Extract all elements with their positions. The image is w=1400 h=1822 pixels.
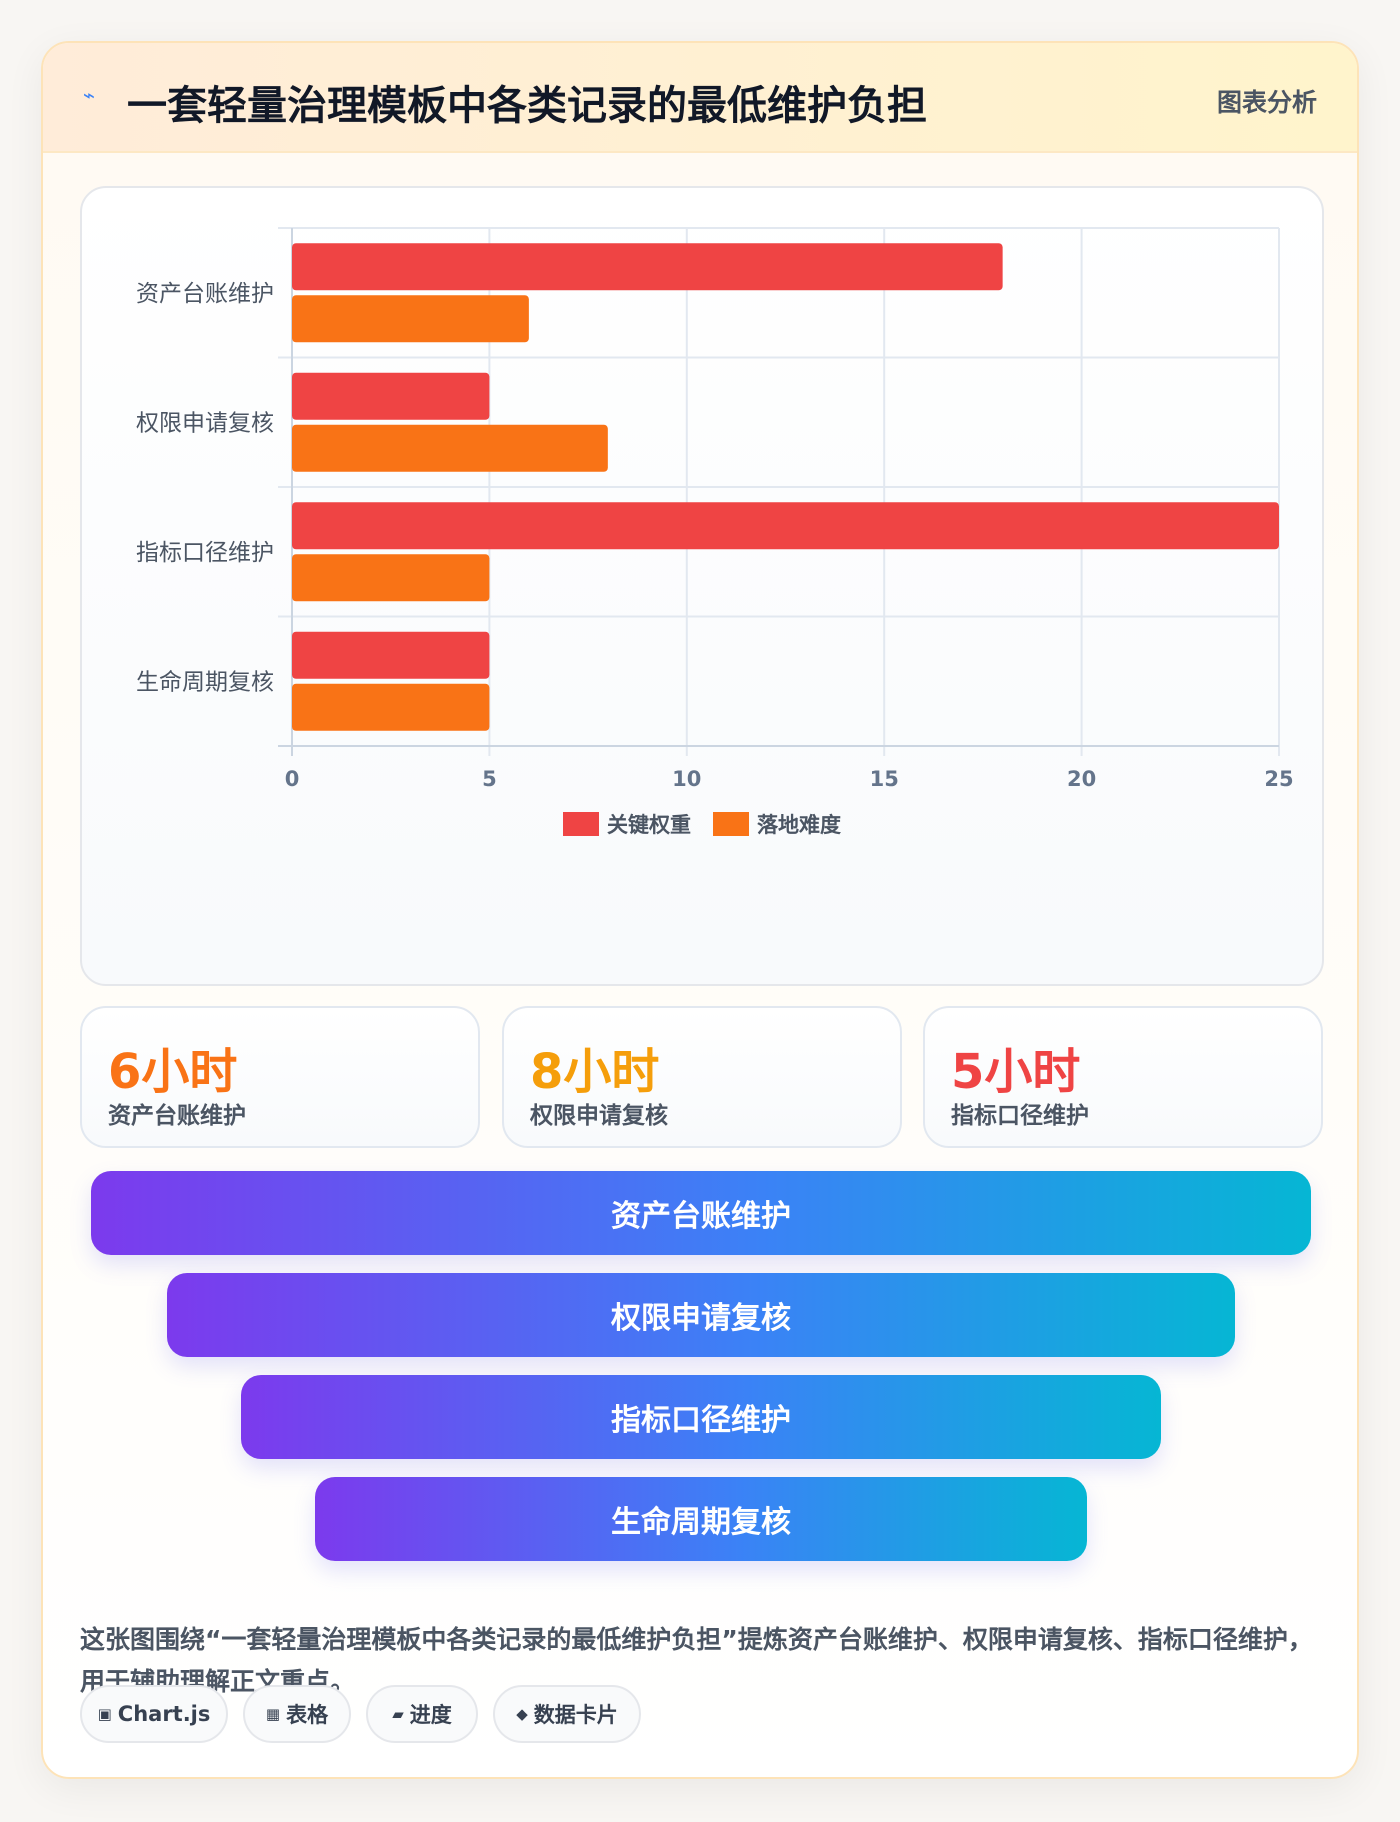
chart-description: 这张图围绕“一套轻量治理模板中各类记录的最低维护负担”提炼资产台账维护、权限申请…	[80, 1625, 1313, 1696]
table-icon: ▦	[265, 1705, 281, 1723]
stat-label: 资产台账维护	[108, 1103, 246, 1129]
bar-2-1	[292, 554, 490, 602]
chip-label: 表格	[286, 1703, 329, 1727]
legend-swatch	[563, 812, 599, 836]
x-tick-label: 0	[285, 767, 300, 791]
funnel-step: 权限申请复核	[167, 1273, 1235, 1357]
stat-card: 6小时 资产台账维护	[80, 1006, 480, 1148]
chip-label: 进度	[409, 1703, 452, 1727]
funnel-step: 生命周期复核	[315, 1477, 1087, 1561]
x-tick-label: 20	[1067, 767, 1096, 791]
bar-1-1	[292, 424, 608, 472]
bar-3-1	[292, 683, 490, 731]
chip-data-card[interactable]: ◆ 数据卡片	[493, 1685, 641, 1743]
bar-0-1	[292, 295, 529, 343]
stat-label: 指标口径维护	[951, 1103, 1089, 1129]
x-tick-label: 25	[1264, 767, 1293, 791]
bar-1-0	[292, 372, 490, 420]
main-card: ⌁ 一套轻量治理模板中各类记录的最低维护负担 图表分析 资产台账维护 权限申请复核…	[41, 41, 1359, 1779]
y-tick-label: 生命周期复核	[136, 669, 274, 695]
x-tick-label: 15	[870, 767, 899, 791]
lightning-icon: ⌁	[83, 83, 96, 107]
stat-value: 8小时	[530, 1044, 660, 1100]
y-tick-label: 指标口径维护	[136, 540, 274, 566]
diamond-icon: ◆	[516, 1705, 528, 1723]
chip-progress[interactable]: ▰ 进度	[366, 1685, 478, 1743]
chart-panel: 资产台账维护 权限申请复核 指标口径维护 生命周期复核 0 5 10 15 20 25 关键权重 落地…	[80, 186, 1324, 986]
funnel-step: 资产台账维护	[91, 1171, 1311, 1255]
chart-analysis-tag: 图表分析	[1216, 88, 1317, 117]
stat-card: 8小时 权限申请复核	[502, 1006, 902, 1148]
x-tick-label: 10	[672, 767, 701, 791]
legend-label: 落地难度	[757, 813, 841, 837]
chip-label: Chart.js	[117, 1702, 211, 1726]
card-header: ⌁ 一套轻量治理模板中各类记录的最低维护负担 图表分析	[43, 43, 1357, 153]
progress-icon: ▰	[392, 1705, 404, 1723]
chip-chartjs[interactable]: ▣ Chart.js	[80, 1685, 228, 1743]
legend-swatch	[713, 812, 749, 836]
chip-label: 数据卡片	[533, 1703, 618, 1727]
funnel-step: 指标口径维护	[241, 1375, 1161, 1459]
legend-label: 关键权重	[607, 813, 691, 837]
chip-table[interactable]: ▦ 表格	[243, 1685, 351, 1743]
bar-2-0	[292, 502, 1279, 550]
x-tick-label: 5	[482, 767, 497, 791]
stat-value: 6小时	[108, 1044, 238, 1100]
stat-card: 5小时 指标口径维护	[923, 1006, 1323, 1148]
bar-0-0	[292, 243, 1003, 291]
y-tick-label: 资产台账维护	[136, 281, 274, 307]
bar-3-0	[292, 631, 490, 679]
stat-value: 5小时	[951, 1044, 1081, 1100]
page-title: 一套轻量治理模板中各类记录的最低维护负担	[127, 83, 927, 129]
y-tick-label: 权限申请复核	[136, 410, 274, 436]
stat-label: 权限申请复核	[530, 1103, 668, 1129]
chart-icon: ▣	[97, 1705, 112, 1723]
